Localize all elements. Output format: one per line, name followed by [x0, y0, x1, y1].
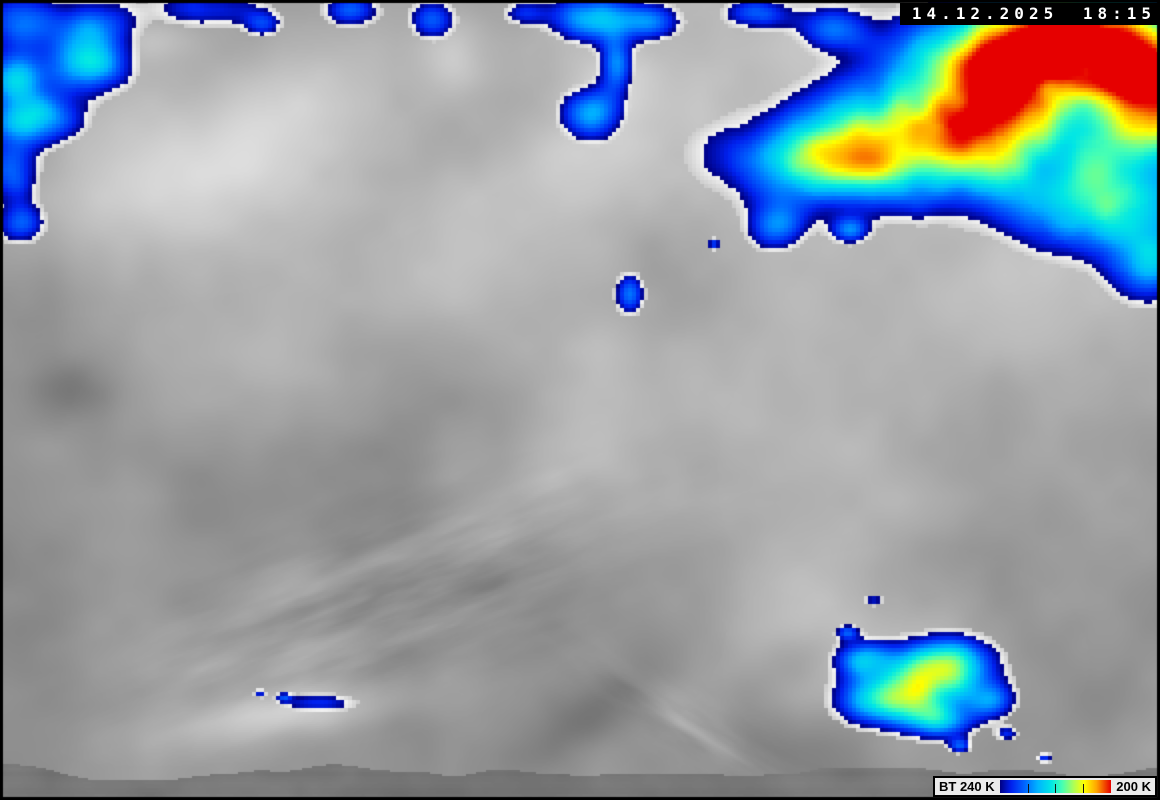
timestamp-overlay: 14.12.2025 18:15	[899, 3, 1160, 25]
colorbar-min-label: BT 240 K	[939, 779, 995, 794]
colorbar-tick	[1083, 784, 1085, 793]
colorbar-legend: BT 240 K 200 K	[933, 776, 1157, 797]
colorbar-max-label: 200 K	[1116, 779, 1151, 794]
colorbar-tick	[1027, 784, 1029, 793]
colorbar-tick	[1055, 784, 1057, 793]
colorbar-gradient	[999, 780, 1112, 793]
